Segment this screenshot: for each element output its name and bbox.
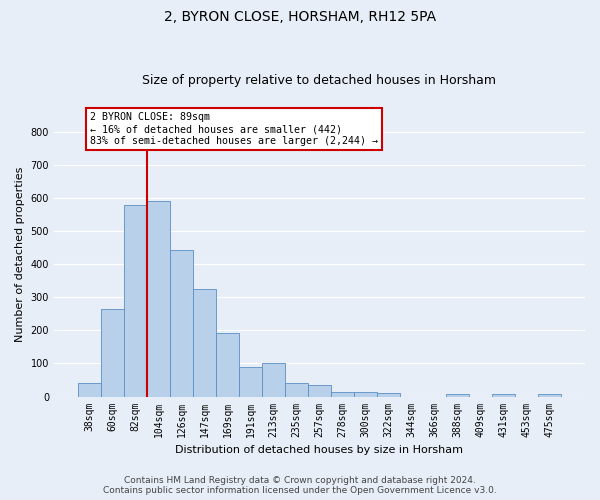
Text: Contains HM Land Registry data © Crown copyright and database right 2024.
Contai: Contains HM Land Registry data © Crown c… — [103, 476, 497, 495]
Bar — [354, 392, 377, 396]
Bar — [538, 394, 561, 396]
Bar — [147, 200, 170, 396]
X-axis label: Distribution of detached houses by size in Horsham: Distribution of detached houses by size … — [175, 445, 463, 455]
Bar — [216, 332, 239, 396]
Text: 2, BYRON CLOSE, HORSHAM, RH12 5PA: 2, BYRON CLOSE, HORSHAM, RH12 5PA — [164, 10, 436, 24]
Bar — [331, 392, 354, 396]
Bar — [193, 289, 216, 397]
Text: 2 BYRON CLOSE: 89sqm
← 16% of detached houses are smaller (442)
83% of semi-deta: 2 BYRON CLOSE: 89sqm ← 16% of detached h… — [89, 112, 377, 146]
Y-axis label: Number of detached properties: Number of detached properties — [15, 166, 25, 342]
Bar — [78, 384, 101, 396]
Title: Size of property relative to detached houses in Horsham: Size of property relative to detached ho… — [142, 74, 496, 87]
Bar — [239, 367, 262, 396]
Bar — [170, 250, 193, 396]
Bar — [377, 393, 400, 396]
Bar — [262, 364, 285, 396]
Bar — [124, 206, 147, 396]
Bar — [285, 382, 308, 396]
Bar — [446, 394, 469, 396]
Bar — [101, 310, 124, 396]
Bar — [308, 385, 331, 396]
Bar — [492, 394, 515, 396]
